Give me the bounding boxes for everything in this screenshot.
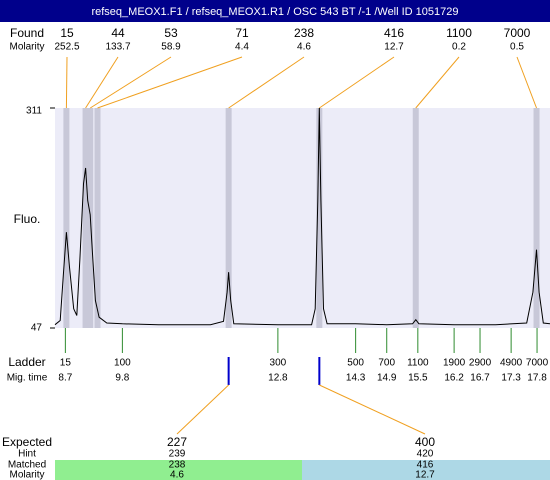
- ladder-size: 4900: [500, 358, 523, 369]
- ladder-size: 2900: [469, 358, 492, 369]
- row-label: Found: [10, 26, 44, 40]
- ladder-size: 300: [270, 358, 287, 369]
- peak-band: [63, 108, 70, 328]
- found-size: 71: [235, 26, 249, 40]
- found-size: 53: [164, 26, 178, 40]
- peak-band: [316, 108, 323, 328]
- peak-connector: [85, 56, 119, 109]
- ladder-size: 100: [114, 358, 131, 369]
- y-tick-label: 47: [31, 323, 43, 334]
- peak-connector: [89, 56, 172, 109]
- found-molarity: 4.6: [297, 42, 311, 53]
- expected-size: 400: [415, 435, 435, 449]
- found-molarity: 4.4: [235, 42, 249, 53]
- ladder-time: 16.7: [470, 373, 490, 384]
- peak-connector: [516, 56, 537, 109]
- expected-size: 227: [167, 435, 187, 449]
- ladder-time: 14.9: [377, 373, 397, 384]
- title-bar: [0, 0, 550, 22]
- ladder-size: 7000: [526, 358, 549, 369]
- found-size: 15: [60, 26, 74, 40]
- matched-band: [302, 460, 550, 480]
- peak-connector: [65, 56, 68, 109]
- peak-connector: [319, 56, 395, 109]
- expected-molarity: 12.7: [415, 470, 435, 480]
- expected-connector: [319, 384, 426, 435]
- row-label: Expected: [2, 435, 52, 449]
- expected-molarity: 4.6: [170, 470, 184, 480]
- peak-band: [82, 108, 89, 328]
- title: refseq_MEOX1.F1 / refseq_MEOX1.R1 / OSC …: [91, 6, 458, 18]
- ladder-size: 15: [60, 358, 72, 369]
- ladder-time: 12.8: [268, 373, 288, 384]
- expected-hint: 239: [169, 449, 186, 460]
- ladder-size: 1900: [443, 358, 466, 369]
- peak-connector: [97, 56, 243, 109]
- found-molarity: 133.7: [105, 42, 130, 53]
- peak-band: [225, 108, 232, 328]
- row-label: Molarity: [9, 470, 44, 480]
- y-axis-label: Fluo.: [14, 212, 41, 226]
- peak-band: [412, 108, 419, 328]
- ladder-time: 8.7: [58, 373, 72, 384]
- ladder-time: 17.8: [527, 373, 547, 384]
- plot-area: [55, 108, 550, 328]
- ladder-size: 500: [347, 358, 364, 369]
- peak-connector: [228, 56, 305, 109]
- found-molarity: 0.5: [510, 42, 524, 53]
- expected-hint: 420: [417, 449, 434, 460]
- matched-band: [55, 460, 302, 480]
- found-size: 238: [294, 26, 314, 40]
- row-label: Matched: [8, 460, 46, 471]
- found-molarity: 252.5: [54, 42, 79, 53]
- peak-band: [533, 108, 540, 328]
- ladder-time: 14.3: [346, 373, 366, 384]
- found-size: 7000: [504, 26, 531, 40]
- found-molarity: 12.7: [384, 42, 404, 53]
- peak-band: [94, 108, 101, 328]
- y-tick-label: 311: [26, 106, 42, 117]
- found-size: 44: [111, 26, 125, 40]
- found-size: 1100: [446, 26, 472, 40]
- ladder-size: 1100: [407, 358, 429, 369]
- ladder-time: 17.3: [501, 373, 521, 384]
- ladder-size: 700: [378, 358, 395, 369]
- expected-matched: 416: [417, 460, 434, 471]
- row-label: Molarity: [9, 42, 44, 53]
- found-molarity: 0.2: [452, 42, 466, 53]
- found-size: 416: [384, 26, 404, 40]
- expected-matched: 238: [169, 460, 186, 471]
- row-label: Mig. time: [7, 373, 48, 384]
- row-label: Hint: [18, 449, 36, 460]
- ladder-time: 9.8: [115, 373, 129, 384]
- ladder-time: 15.5: [408, 373, 428, 384]
- row-label: Ladder: [8, 355, 45, 369]
- expected-connector: [176, 384, 229, 435]
- found-molarity: 58.9: [161, 42, 181, 53]
- trace: [54, 107, 550, 326]
- peak-connector: [415, 56, 460, 109]
- ladder-time: 16.2: [444, 373, 464, 384]
